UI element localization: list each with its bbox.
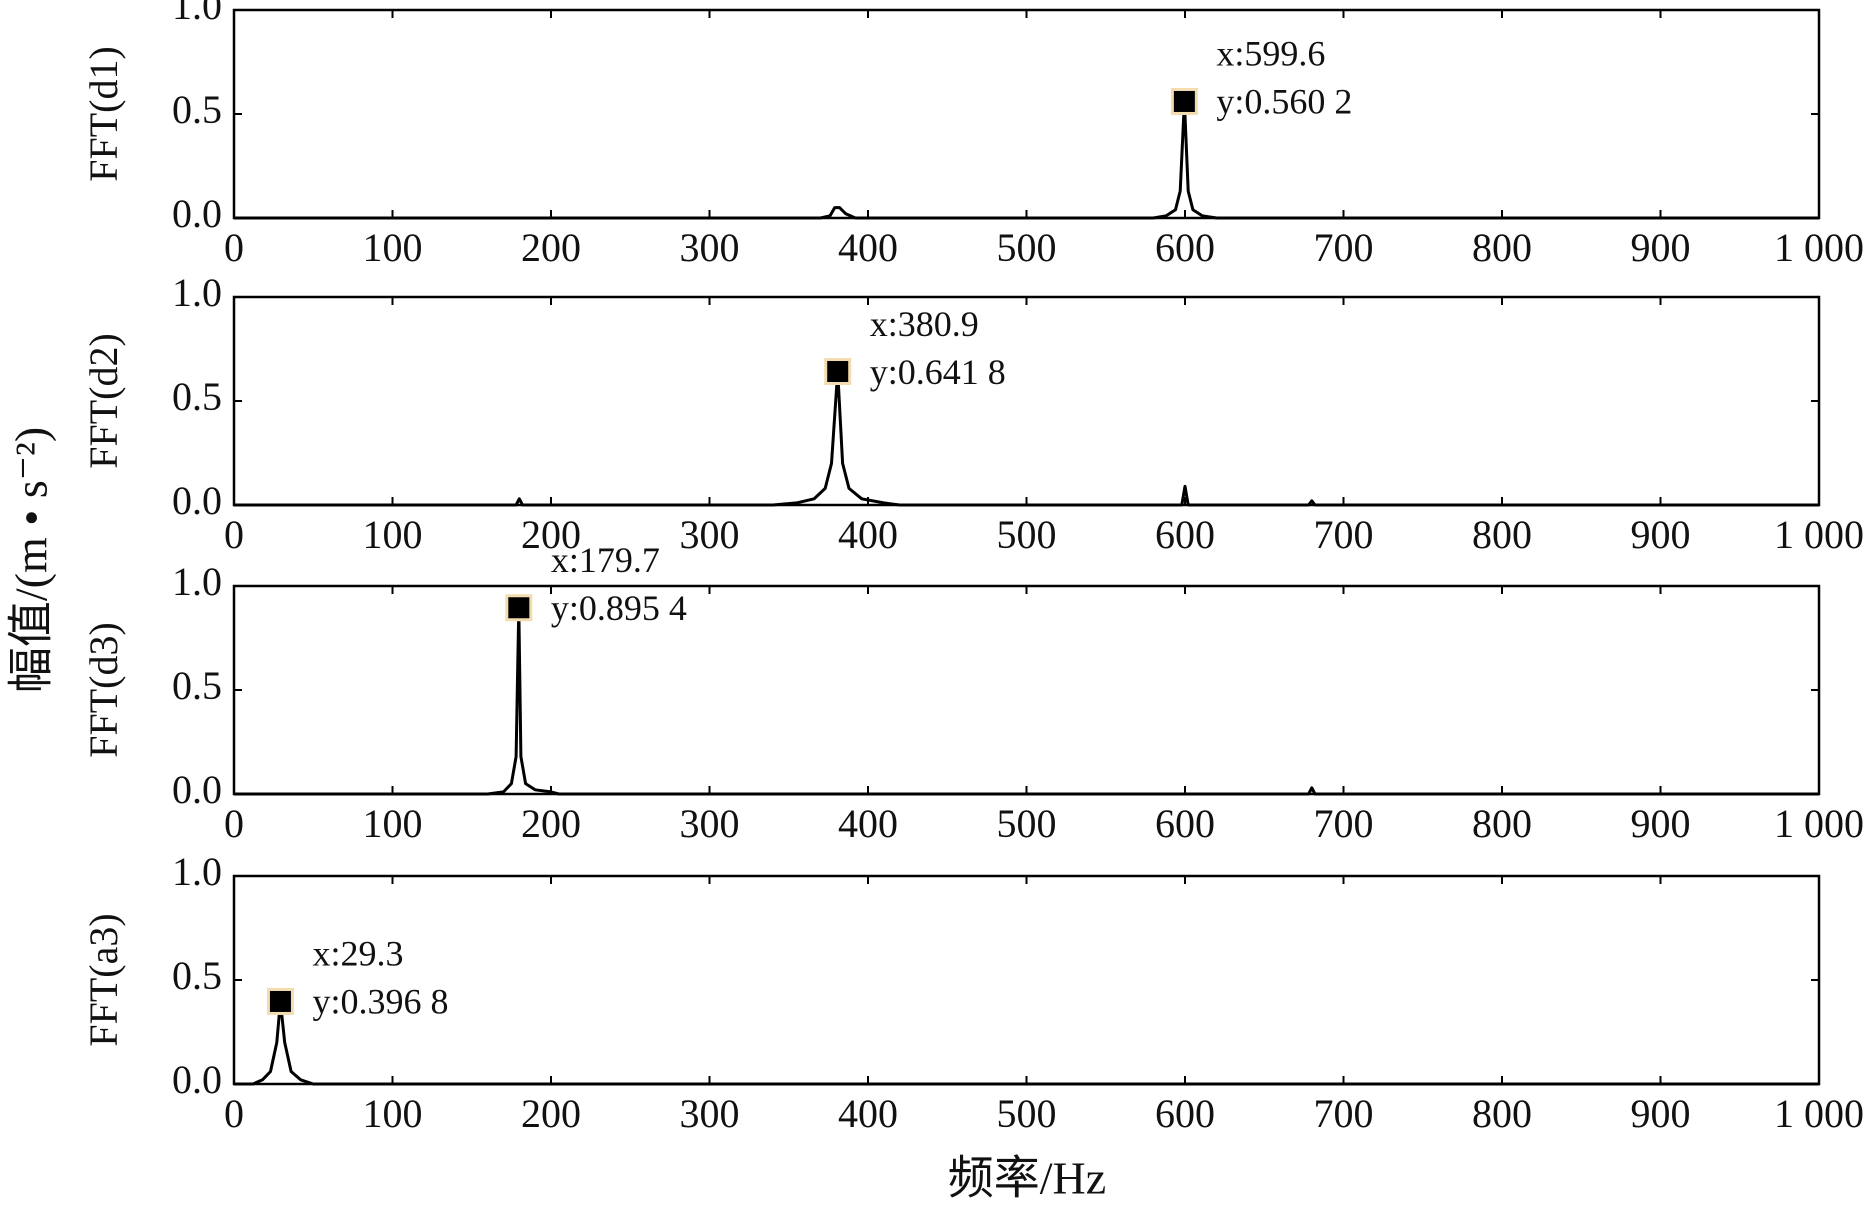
x-tick-label: 600 <box>1155 512 1215 557</box>
datatip-x: x:179.7 <box>551 540 660 580</box>
x-tick-label: 300 <box>680 512 740 557</box>
datatip-y: y:0.895 4 <box>551 588 687 628</box>
x-tick-label: 0 <box>224 1091 244 1136</box>
y-tick-label: 1.0 <box>172 0 222 28</box>
datatip-y: y:0.560 2 <box>1216 82 1352 122</box>
datatip-marker <box>505 594 533 622</box>
x-tick-label: 500 <box>997 1091 1057 1136</box>
x-tick-label: 500 <box>997 512 1057 557</box>
x-tick-label: 1 000 <box>1774 1091 1864 1136</box>
datatip-y: y:0.641 8 <box>870 352 1006 392</box>
x-tick-label: 300 <box>680 225 740 270</box>
shared-y-label: 幅值/(m • s⁻²) <box>6 427 57 693</box>
plot-frame <box>232 8 1821 220</box>
x-tick-label: 200 <box>521 1091 581 1136</box>
x-tick-label: 800 <box>1472 512 1532 557</box>
x-tick-label: 400 <box>838 1091 898 1136</box>
plot-frame <box>232 874 1821 1086</box>
spectrum-line <box>234 100 1819 220</box>
x-tick-label: 900 <box>1631 225 1691 270</box>
datatip-x: x:599.6 <box>1216 34 1325 74</box>
y-axis-label: FFT(d1) <box>81 46 126 182</box>
x-tick-label: 1 000 <box>1774 512 1864 557</box>
y-tick-label: 0.5 <box>172 87 222 132</box>
y-axis-label: FFT(a3) <box>81 913 126 1046</box>
x-tick-label: 500 <box>997 801 1057 846</box>
y-tick-label: 1.0 <box>172 849 222 894</box>
y-tick-label: 0.5 <box>172 374 222 419</box>
x-tick-label: 700 <box>1314 801 1374 846</box>
datatip-marker <box>1170 87 1198 115</box>
x-tick-label: 600 <box>1155 225 1215 270</box>
x-tick-label: 400 <box>838 801 898 846</box>
y-tick-label: 0.0 <box>172 191 222 236</box>
x-tick-label: 600 <box>1155 1091 1215 1136</box>
x-tick-label: 600 <box>1155 801 1215 846</box>
x-tick-label: 800 <box>1472 801 1532 846</box>
spectrum-line <box>234 606 1819 796</box>
x-tick-label: 400 <box>838 225 898 270</box>
x-tick-label: 700 <box>1314 225 1374 270</box>
y-tick-label: 0.0 <box>172 1057 222 1102</box>
x-tick-label: 900 <box>1631 1091 1691 1136</box>
x-tick-label: 0 <box>224 225 244 270</box>
plot-frame <box>232 295 1821 507</box>
x-tick-label: 900 <box>1631 512 1691 557</box>
y-tick-label: 0.0 <box>172 478 222 523</box>
x-tick-label: 100 <box>363 512 423 557</box>
y-tick-label: 0.5 <box>172 663 222 708</box>
x-tick-label: 700 <box>1314 512 1374 557</box>
datatip-x: x:29.3 <box>312 934 403 974</box>
x-tick-label: 300 <box>680 1091 740 1136</box>
spectrum-line <box>234 1000 1819 1086</box>
x-tick-label: 0 <box>224 801 244 846</box>
x-tick-label: 800 <box>1472 1091 1532 1136</box>
datatip-y: y:0.396 8 <box>312 982 448 1022</box>
x-tick-label: 0 <box>224 512 244 557</box>
datatip-marker <box>824 358 852 386</box>
x-tick-label: 100 <box>363 801 423 846</box>
y-tick-label: 0.0 <box>172 767 222 812</box>
x-tick-label: 200 <box>521 512 581 557</box>
y-axis-label: FFT(d2) <box>81 333 126 469</box>
x-tick-label: 300 <box>680 801 740 846</box>
y-axis-label: FFT(d3) <box>81 622 126 758</box>
spectrum-line <box>234 370 1819 507</box>
x-tick-label: 1 000 <box>1774 801 1864 846</box>
x-tick-label: 100 <box>363 225 423 270</box>
x-tick-label: 800 <box>1472 225 1532 270</box>
plot-frame <box>232 584 1821 796</box>
y-tick-label: 0.5 <box>172 953 222 998</box>
x-tick-label: 1 000 <box>1774 225 1864 270</box>
datatip-x: x:380.9 <box>870 304 979 344</box>
x-axis-label: 频率/Hz <box>948 1153 1106 1204</box>
x-tick-label: 200 <box>521 801 581 846</box>
datatip-marker <box>266 987 294 1015</box>
y-tick-label: 1.0 <box>172 270 222 315</box>
x-tick-label: 900 <box>1631 801 1691 846</box>
x-tick-label: 100 <box>363 1091 423 1136</box>
x-tick-label: 700 <box>1314 1091 1374 1136</box>
y-tick-label: 1.0 <box>172 559 222 604</box>
x-tick-label: 400 <box>838 512 898 557</box>
x-tick-label: 500 <box>997 225 1057 270</box>
x-tick-label: 200 <box>521 225 581 270</box>
